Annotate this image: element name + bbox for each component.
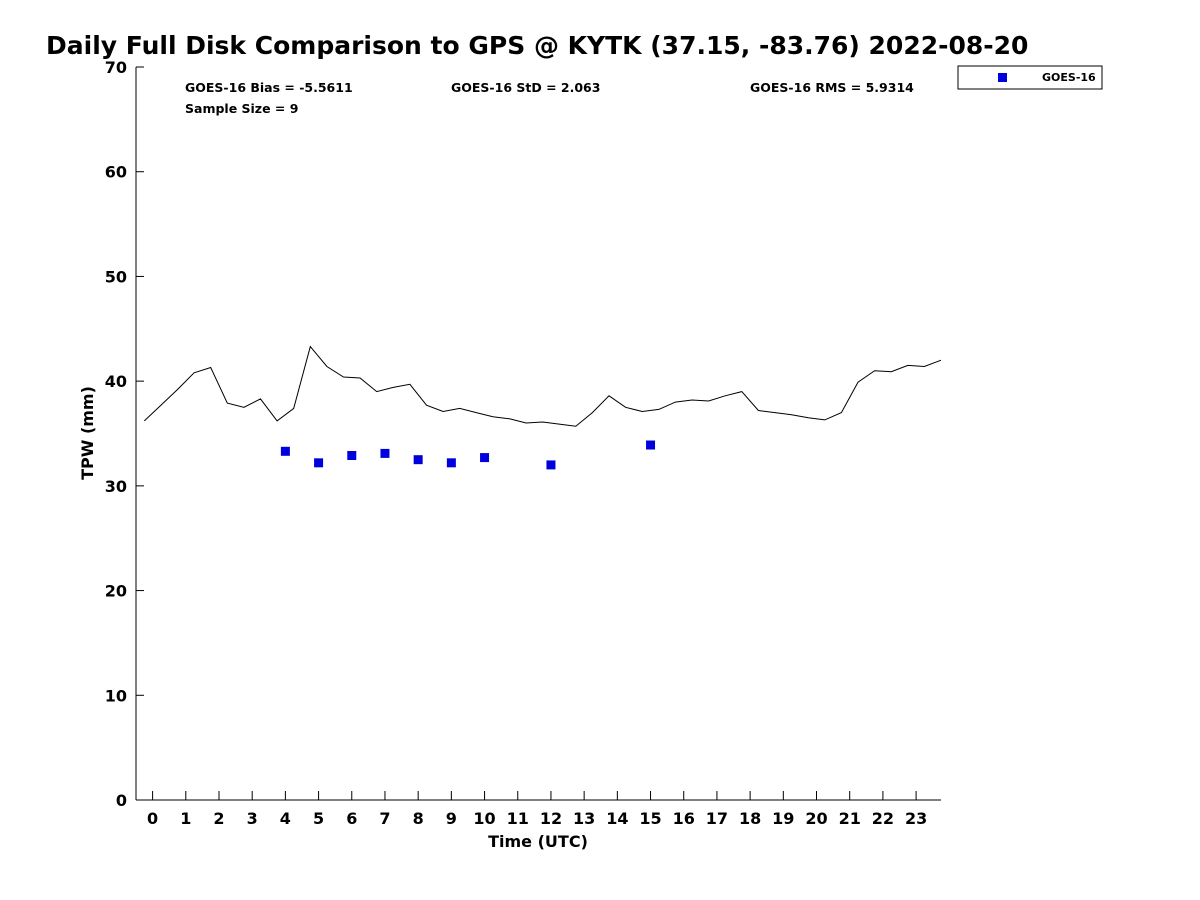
x-tick-label: 13 [573,809,595,828]
y-axis-label: TPW (mm) [78,386,97,480]
x-tick-label: 16 [673,809,695,828]
y-axis-ticks: 0 10 20 30 40 50 60 70 [105,58,144,810]
goes16-point [380,448,390,458]
stat-rms: GOES-16 RMS = 5.9314 [750,80,914,95]
x-tick-label: 7 [379,809,390,828]
y-tick-label: 70 [105,58,127,77]
x-tick-label: 10 [473,809,495,828]
axes [135,67,941,801]
x-tick-label: 21 [839,809,861,828]
x-tick-label: 6 [346,809,357,828]
goes16-point [314,458,324,468]
goes16-point [413,455,423,465]
x-axis-label: Time (UTC) [488,832,588,851]
x-tick-label: 0 [147,809,158,828]
y-tick-label: 40 [105,372,127,391]
x-tick-label: 4 [280,809,291,828]
x-tick-label: 17 [706,809,728,828]
x-tick-label: 11 [507,809,529,828]
x-tick-label: 19 [772,809,794,828]
legend-label-goes16: GOES-16 [1042,71,1096,84]
x-tick-label: 20 [805,809,827,828]
x-tick-label: 22 [872,809,894,828]
goes16-point [280,446,290,456]
y-tick-label: 10 [105,686,127,705]
chart-title: Daily Full Disk Comparison to GPS @ KYTK… [46,31,1028,60]
x-tick-label: 12 [540,809,562,828]
y-tick-label: 0 [116,791,127,810]
x-tick-label: 8 [413,809,424,828]
x-tick-label: 1 [180,809,191,828]
stat-std: GOES-16 StD = 2.063 [451,80,600,95]
y-tick-label: 30 [105,477,127,496]
x-axis-ticks: 0 1 2 3 4 5 6 7 8 9 10 11 12 13 14 15 16 17 18 19 20 21 22 23 [147,791,927,828]
x-tick-label: 2 [213,809,224,828]
goes16-point [480,453,490,463]
y-tick-label: 20 [105,582,127,601]
x-tick-label: 18 [739,809,761,828]
goes16-point [446,458,456,468]
legend-marker-goes16 [998,73,1007,82]
stat-bias: GOES-16 Bias = -5.5611 [185,80,353,95]
x-tick-label: 5 [313,809,324,828]
goes16-point [646,440,656,450]
goes16-point [546,460,556,470]
x-tick-label: 23 [905,809,927,828]
x-tick-label: 14 [606,809,628,828]
x-tick-label: 3 [247,809,258,828]
goes16-point [347,450,357,460]
legend: GOES-16 [957,65,1103,90]
y-tick-label: 60 [105,163,127,182]
legend-box [957,65,1103,90]
gps-line-series [143,345,942,427]
y-tick-label: 50 [105,267,127,286]
stat-sample-size: Sample Size = 9 [185,101,298,116]
goes16-points [280,440,656,470]
x-tick-label: 15 [639,809,661,828]
x-tick-label: 9 [446,809,457,828]
